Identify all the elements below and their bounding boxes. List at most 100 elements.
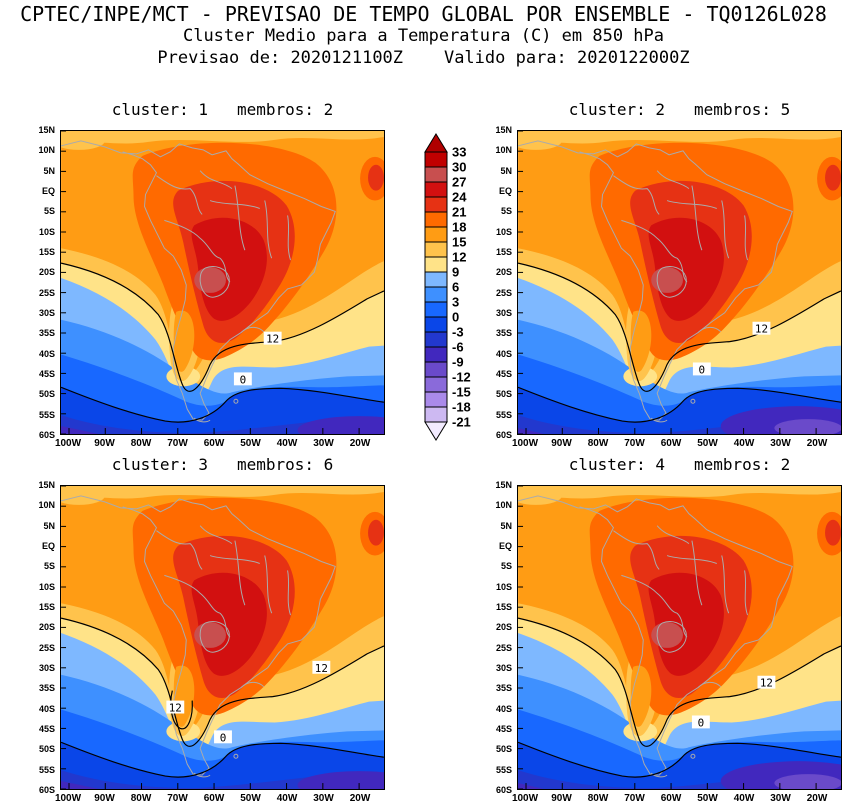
lat-tick-label: 40S <box>495 348 512 359</box>
lat-tick-label: 5S <box>500 561 512 572</box>
svg-text:12: 12 <box>315 662 328 675</box>
map-cluster-4: 12 0 <box>517 485 842 790</box>
lat-tick-label: 15N <box>495 125 512 135</box>
warm-core-27-30 <box>194 622 226 648</box>
lat-tick-label: 60S <box>495 785 512 795</box>
lat-tick-label: 10S <box>495 226 512 237</box>
colorbar-cell <box>424 241 448 258</box>
colorbar-value-label: 6 <box>452 280 459 295</box>
colorbar-value-label: 9 <box>452 265 459 280</box>
lat-tick-label: 35S <box>38 328 55 339</box>
lat-tick-label: 5N <box>500 165 512 176</box>
warm-core-24-27 <box>648 572 724 676</box>
svg-text:12: 12 <box>169 702 182 715</box>
lat-tick-label: 55S <box>495 764 512 775</box>
lon-tick-label: 100W <box>54 438 82 449</box>
warm-core-27-30 <box>194 267 226 293</box>
warm-core-24-27 <box>191 217 267 321</box>
cold-pool-region <box>297 416 384 434</box>
lat-tick-label: 10N <box>495 145 512 156</box>
lon-tick-label: 80W <box>587 438 609 449</box>
lat-tick-label: 5N <box>500 520 512 531</box>
lon-tick-label: 50W <box>240 793 261 803</box>
lon-tick-label: 50W <box>697 438 718 449</box>
lat-tick-label: 40S <box>38 348 55 359</box>
lat-tick-label: 15N <box>38 480 55 490</box>
lat-tick-label: 50S <box>495 744 512 755</box>
lat-tick-label: 20S <box>495 267 512 278</box>
lat-tick-label: 15S <box>38 602 55 612</box>
lon-tick-label: 100W <box>511 793 539 803</box>
lat-tick-label: EQ <box>498 541 512 551</box>
svg-text:0: 0 <box>220 731 227 744</box>
lat-tick-label: 5N <box>43 520 55 531</box>
colorbar-value-label: 15 <box>452 235 466 250</box>
lat-tick-label: 5S <box>43 561 55 572</box>
chart-title: CPTEC/INPE/MCT - PREVISAO DE TEMPO GLOBA… <box>20 2 827 26</box>
colorbar-value-label: -9 <box>452 355 464 370</box>
lon-tick-label: 40W <box>276 793 298 803</box>
lat-tick-label: 5N <box>43 165 55 176</box>
colorbar-cell <box>424 166 448 183</box>
colorbar-value-label: 27 <box>452 175 466 190</box>
contour-label-0: 0 <box>233 372 252 386</box>
axis-tick-marks <box>61 486 360 789</box>
contour-label-0: 0 <box>692 362 711 376</box>
cold-pool-region <box>297 771 384 789</box>
lat-tick-label: 50S <box>495 389 512 400</box>
lon-tick-label: 50W <box>697 793 718 803</box>
lat-tick-label: 30S <box>495 308 512 318</box>
colorbar-cell <box>424 376 448 393</box>
colorbar-cell <box>424 301 448 318</box>
lat-tick-label: 20S <box>38 267 55 278</box>
lon-tick-label: 70W <box>167 438 188 449</box>
lat-tick-label: 55S <box>495 409 512 420</box>
lon-tick-label: 90W <box>94 793 115 803</box>
colorbar-value-label: -6 <box>452 340 464 355</box>
contour-line-12C <box>61 617 384 747</box>
lon-tick-label: 80W <box>130 793 152 803</box>
colorbar-value-label: 12 <box>452 250 466 265</box>
colorbar-value-label: 18 <box>452 220 466 235</box>
axis-tick-marks <box>61 131 360 434</box>
lat-tick-label: 50S <box>38 389 55 400</box>
colorbar-cell <box>424 346 448 363</box>
lat-tick-label: 10N <box>495 500 512 511</box>
contour-line-0C <box>518 386 841 423</box>
lat-tick-label: 35S <box>495 683 512 694</box>
svg-text:12: 12 <box>760 677 773 690</box>
colorbar-cell <box>424 211 448 228</box>
contour-line-12C <box>61 262 384 392</box>
contour-label-12: 12 <box>312 660 331 675</box>
colorbar-value-label: 24 <box>452 190 467 205</box>
svg-text:12: 12 <box>266 333 279 346</box>
panel-cluster-1: cluster: 1 membros: 2 <box>28 100 400 450</box>
panel-cluster-3: cluster: 3 membros: 6 <box>28 455 400 803</box>
colorbar-cell <box>424 271 448 288</box>
panel-title-cluster-2: cluster: 2 membros: 5 <box>568 100 791 119</box>
lon-tick-label: 90W <box>94 438 115 449</box>
lat-tick-label: 60S <box>38 785 55 795</box>
lon-tick-label: 90W <box>551 438 572 449</box>
colorbar-cell <box>424 361 448 378</box>
colorbar-value-label: -12 <box>452 370 471 385</box>
lat-tick-label: EQ <box>41 541 55 551</box>
lon-tick-label: 60W <box>660 438 682 449</box>
lat-tick-label: EQ <box>41 186 55 196</box>
contour-label-12: 12 <box>757 675 776 690</box>
colorbar-value-label: 30 <box>452 160 466 175</box>
lat-tick-label: 35S <box>495 328 512 339</box>
lat-tick-label: 10N <box>38 145 55 156</box>
lat-tick-label: 55S <box>38 409 55 420</box>
contour-label-12: 12 <box>752 321 771 336</box>
coastline-borders <box>61 140 336 423</box>
colorbar-cell <box>424 196 448 213</box>
lon-tick-label: 50W <box>240 438 261 449</box>
contour-line-0C <box>61 741 384 778</box>
colorbar-cell <box>424 151 448 168</box>
lat-tick-label: 30S <box>495 663 512 673</box>
panel-title-cluster-1: cluster: 1 membros: 2 <box>111 100 334 119</box>
temperature-map: 12 0 <box>61 131 384 434</box>
temperature-colorbar-legend: 33 30 27 24 21 18 15 12 9 6 3 0 -3 -6 -9 -12 -15 -18 -21 <box>421 128 487 448</box>
lat-tick-label: 45S <box>495 369 512 379</box>
